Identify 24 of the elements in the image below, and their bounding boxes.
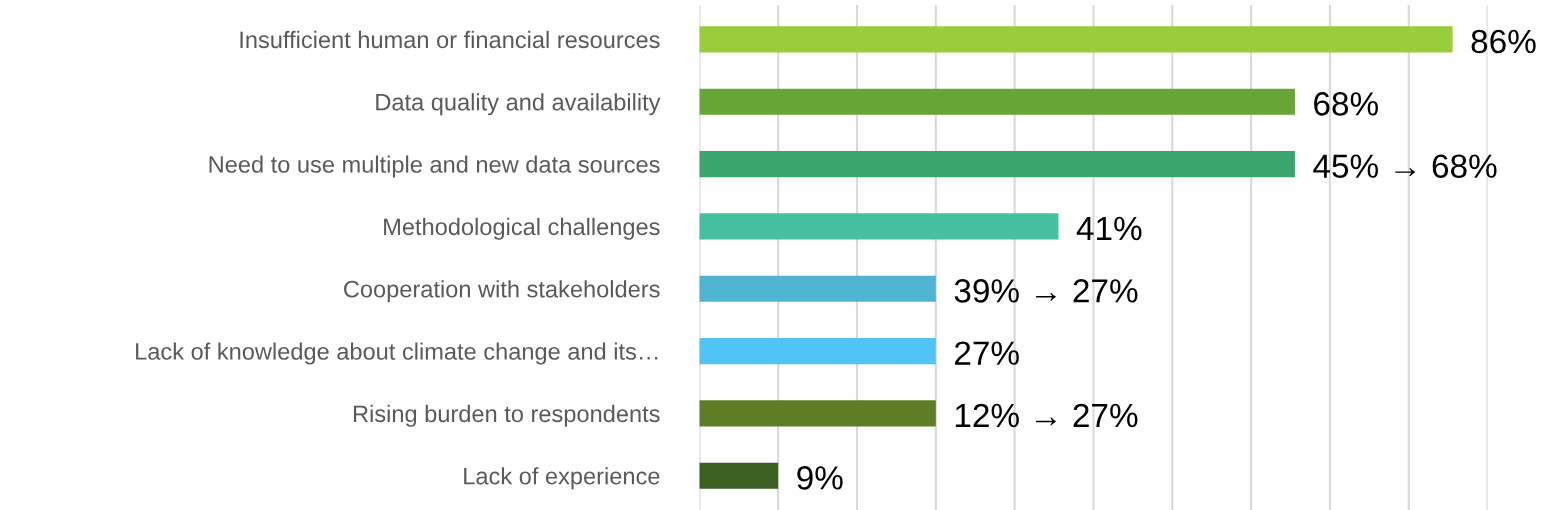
- data-label: 12% → 27%: [955, 403, 1138, 428]
- y-tick-label: Insufficient human or financial resources: [240, 30, 660, 49]
- y-tick-label: Rising burden to respondents: [353, 404, 660, 427]
- data-label: 68%: [1314, 92, 1378, 116]
- data-label: 45% → 68%: [1313, 154, 1497, 178]
- data-label: 41%: [1076, 216, 1142, 241]
- bar: [699, 462, 779, 489]
- y-tick-label: Data quality and availability: [376, 93, 661, 116]
- y-tick-label: Need to use multiple and new data sources: [209, 155, 660, 178]
- data-label: 39% → 27%: [954, 279, 1138, 303]
- data-label: 9%: [797, 466, 843, 490]
- bar: [699, 88, 1295, 115]
- data-label: 86%: [1471, 29, 1536, 54]
- bar: [699, 213, 1059, 240]
- bar: [699, 400, 936, 427]
- bar: [699, 150, 1295, 178]
- bar: [699, 275, 936, 302]
- y-tick-label: Lack of knowledge about climate change and its…: [136, 342, 658, 365]
- data-label: 27%: [955, 341, 1019, 365]
- y-tick-label: Cooperation with stakeholders: [344, 280, 660, 303]
- y-tick-label: Lack of experience: [464, 467, 660, 490]
- y-tick-label: Methodological challenges: [384, 217, 660, 240]
- bar: [699, 337, 936, 365]
- bar: [699, 26, 1453, 53]
